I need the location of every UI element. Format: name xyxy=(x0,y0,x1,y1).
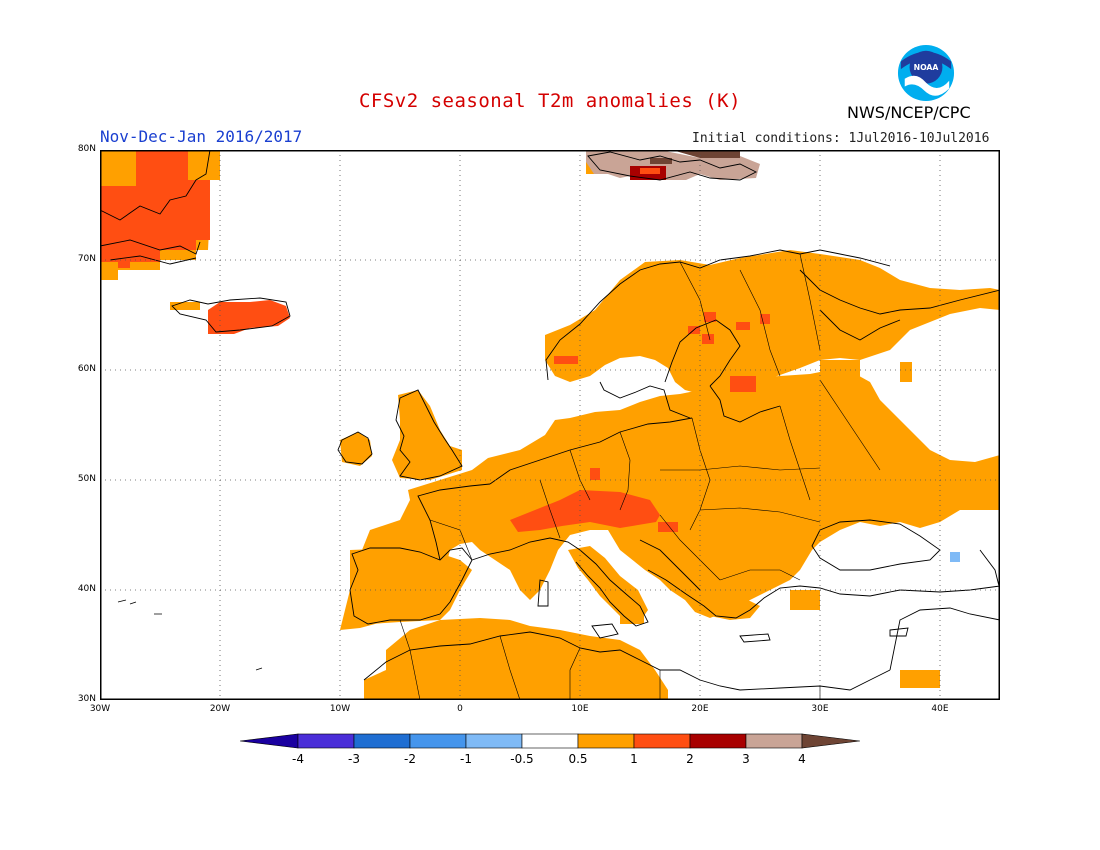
colorbar-tick-label: -0.5 xyxy=(510,752,533,766)
longitude-tick-label: 30W xyxy=(89,704,111,714)
latitude-tick-label: 80N xyxy=(77,144,96,154)
latitude-tick-label: 70N xyxy=(77,254,96,264)
longitude-tick-label: 30E xyxy=(811,704,829,714)
colorbar-tick-label: 0.5 xyxy=(568,752,587,766)
forecast-period: Nov-Dec-Jan 2016/2017 xyxy=(100,127,303,146)
anomaly-0.5-1 xyxy=(100,150,1000,700)
colorbar-swatch xyxy=(689,733,747,749)
initial-conditions: Initial conditions: 1Jul2016-10Jul2016 xyxy=(692,131,990,146)
colorbar-tick-label: 4 xyxy=(798,752,806,766)
colorbar-tick-label: -1 xyxy=(460,752,472,766)
svg-text:NOAA: NOAA xyxy=(914,63,939,72)
colorbar: -4 -3 -2 -1 -0.5 0.5 1 2 3 4 xyxy=(240,733,860,766)
colorbar-tick-label: -3 xyxy=(348,752,360,766)
longitude-tick-label: 40E xyxy=(931,704,949,714)
colorbar-tick-label: -2 xyxy=(404,752,416,766)
colorbar-tick-label: 2 xyxy=(686,752,694,766)
colorbar-swatch xyxy=(465,733,523,749)
colorbar-tick-label: 1 xyxy=(630,752,638,766)
map-title: CFSv2 seasonal T2m anomalies (K) xyxy=(358,90,742,112)
colorbar-swatch xyxy=(521,733,579,749)
map-frame xyxy=(100,150,1000,700)
anomaly-negative-patch xyxy=(950,552,960,562)
colorbar-swatch xyxy=(409,733,467,749)
colorbar-tick-label: -4 xyxy=(292,752,304,766)
anomaly-0.5-1-greenland-edge xyxy=(100,150,220,280)
longitude-tick-label: 0 xyxy=(457,704,463,714)
agency-label: NWS/NCEP/CPC xyxy=(847,103,971,122)
latitude-tick-label: 60N xyxy=(77,364,96,374)
colorbar-swatch xyxy=(633,733,691,749)
anomaly-map xyxy=(100,150,1000,700)
colorbar-swatch xyxy=(297,733,355,749)
colorbar-swatch xyxy=(577,733,635,749)
colorbar-upper-arrow xyxy=(801,733,860,749)
colorbar-swatch xyxy=(745,733,803,749)
colorbar-lower-arrow xyxy=(240,733,299,749)
longitude-tick-label: 10W xyxy=(329,704,351,714)
graticule xyxy=(100,150,1000,700)
colorbar-swatch xyxy=(353,733,411,749)
colorbar-tick-label: 3 xyxy=(742,752,750,766)
longitude-tick-label: 10E xyxy=(571,704,589,714)
atlantic-islands xyxy=(117,599,263,671)
longitude-tick-label: 20E xyxy=(691,704,709,714)
coastlines xyxy=(100,150,1000,691)
latitude-tick-label: 50N xyxy=(77,474,96,484)
latitude-tick-label: 30N xyxy=(77,694,96,704)
longitude-tick-label: 20W xyxy=(209,704,231,714)
latitude-tick-label: 40N xyxy=(77,584,96,594)
noaa-logo-icon: NOAA xyxy=(897,44,955,102)
